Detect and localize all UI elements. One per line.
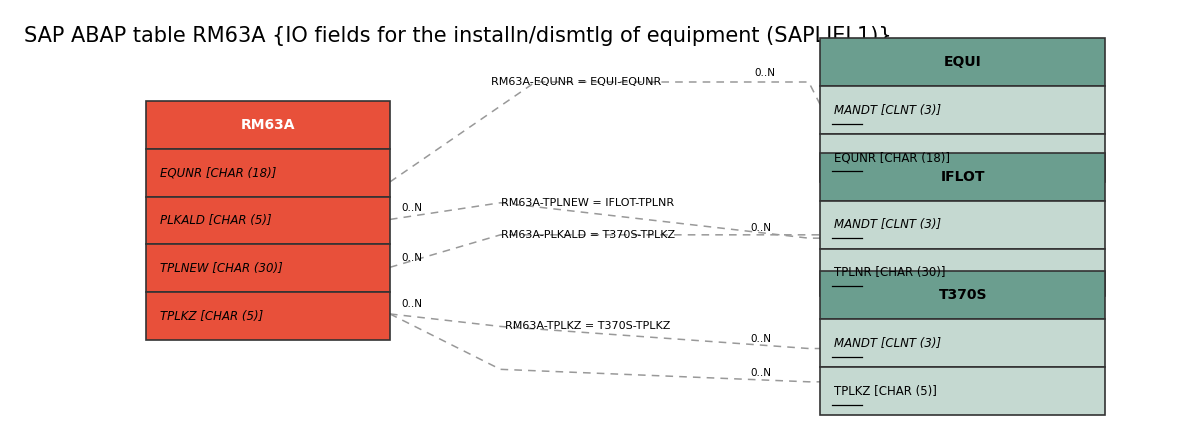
- FancyBboxPatch shape: [146, 245, 389, 292]
- Text: 0..N: 0..N: [750, 334, 772, 344]
- FancyBboxPatch shape: [820, 249, 1105, 296]
- Text: MANDT [CLNT (3)]: MANDT [CLNT (3)]: [834, 218, 941, 231]
- Text: EQUNR [CHAR (18)]: EQUNR [CHAR (18)]: [159, 166, 277, 179]
- FancyBboxPatch shape: [820, 134, 1105, 182]
- FancyBboxPatch shape: [146, 149, 389, 197]
- Text: RM63A-EQUNR = EQUI-EQUNR: RM63A-EQUNR = EQUI-EQUNR: [491, 77, 661, 87]
- Text: RM63A-PLKALD = T370S-TPLKZ: RM63A-PLKALD = T370S-TPLKZ: [501, 230, 674, 240]
- Text: SAP ABAP table RM63A {IO fields for the installn/dismtlg of equipment (SAPLIEL1): SAP ABAP table RM63A {IO fields for the …: [24, 26, 891, 46]
- Text: 0..N: 0..N: [750, 223, 772, 233]
- FancyBboxPatch shape: [820, 153, 1105, 201]
- Text: TPLKZ [CHAR (5)]: TPLKZ [CHAR (5)]: [159, 310, 262, 323]
- Text: 0..N: 0..N: [750, 368, 772, 377]
- FancyBboxPatch shape: [146, 101, 389, 149]
- Text: 0..N: 0..N: [754, 68, 775, 78]
- Text: RM63A-TPLKZ = T370S-TPLKZ: RM63A-TPLKZ = T370S-TPLKZ: [504, 322, 671, 331]
- Text: TPLNR [CHAR (30)]: TPLNR [CHAR (30)]: [834, 266, 946, 279]
- Text: TPLKZ [CHAR (5)]: TPLKZ [CHAR (5)]: [834, 385, 938, 398]
- FancyBboxPatch shape: [146, 292, 389, 340]
- Text: RM63A: RM63A: [241, 118, 296, 132]
- FancyBboxPatch shape: [820, 86, 1105, 134]
- Text: RM63A-TPLNEW = IFLOT-TPLNR: RM63A-TPLNEW = IFLOT-TPLNR: [501, 198, 674, 208]
- Text: EQUNR [CHAR (18)]: EQUNR [CHAR (18)]: [834, 152, 951, 164]
- FancyBboxPatch shape: [820, 319, 1105, 367]
- Text: EQUI: EQUI: [944, 55, 982, 69]
- Text: T370S: T370S: [939, 288, 988, 303]
- Text: 0..N: 0..N: [401, 299, 423, 309]
- Text: 0..N: 0..N: [401, 253, 423, 263]
- Text: MANDT [CLNT (3)]: MANDT [CLNT (3)]: [834, 104, 941, 117]
- FancyBboxPatch shape: [820, 272, 1105, 319]
- Text: 0..N: 0..N: [401, 203, 423, 213]
- FancyBboxPatch shape: [820, 201, 1105, 249]
- FancyBboxPatch shape: [820, 367, 1105, 415]
- Text: MANDT [CLNT (3)]: MANDT [CLNT (3)]: [834, 337, 941, 350]
- Text: PLKALD [CHAR (5)]: PLKALD [CHAR (5)]: [159, 214, 271, 227]
- FancyBboxPatch shape: [820, 38, 1105, 86]
- FancyBboxPatch shape: [146, 197, 389, 245]
- Text: IFLOT: IFLOT: [940, 170, 985, 184]
- Text: TPLNEW [CHAR (30)]: TPLNEW [CHAR (30)]: [159, 262, 283, 275]
